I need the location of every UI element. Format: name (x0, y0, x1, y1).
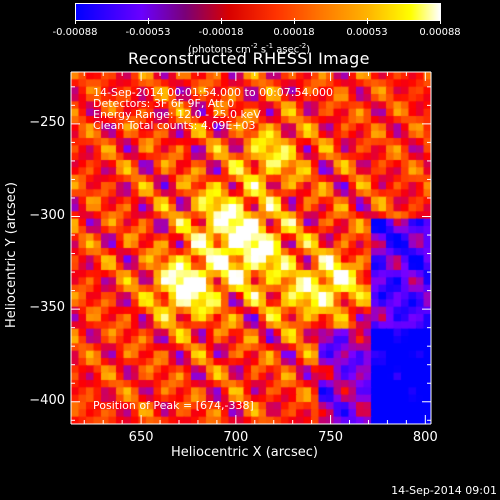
colorbar-tick-label: 0.00053 (346, 27, 388, 38)
x-tick-label: 750 (318, 430, 343, 445)
timestamp: 14-Sep-2014 09:01 (391, 484, 497, 497)
colorbar-ticks (75, 18, 441, 24)
colorbar-tick-label: -0.00053 (125, 27, 171, 38)
colorbar-tick-label: -0.00088 (52, 27, 98, 38)
colorbar-tick-label: 0.00018 (273, 27, 315, 38)
colorbar (75, 3, 441, 21)
colorbar-units-label: (photons cm-2 s-1 asec-2) (188, 42, 311, 56)
y-tick-label: −250 (29, 114, 65, 130)
x-axis-label: Heliocentric X (arcsec) (171, 445, 318, 460)
y-axis-label: Heliocentric Y (arcsec) (4, 182, 19, 328)
info-energy-range: Energy Range: 12.0 - 25.0 keV (93, 108, 261, 121)
colorbar-tick-label: 0.00088 (419, 27, 461, 38)
info-time-range: 14-Sep-2014 00:01:54.000 to 00:07:54.000 (93, 86, 333, 99)
y-tick-label: −300 (29, 207, 65, 223)
peak-position-label: Position of Peak = [674,-338] (93, 399, 254, 412)
x-tick-label: 650 (128, 430, 154, 445)
colorbar-tick-label: -0.00018 (198, 27, 244, 38)
y-tick-label: −400 (29, 392, 65, 408)
y-tick-label: −350 (29, 300, 65, 316)
chart-title: Reconstructed RHESSI Image (128, 49, 370, 68)
info-clean-counts: Clean Total counts: 4.09E+03 (93, 119, 256, 132)
x-tick-label: 700 (223, 430, 249, 445)
x-tick-label: 800 (412, 430, 438, 445)
heatmap-image (71, 72, 431, 424)
info-detectors: Detectors: 3F 6F 9F, Att 0 (93, 97, 235, 110)
